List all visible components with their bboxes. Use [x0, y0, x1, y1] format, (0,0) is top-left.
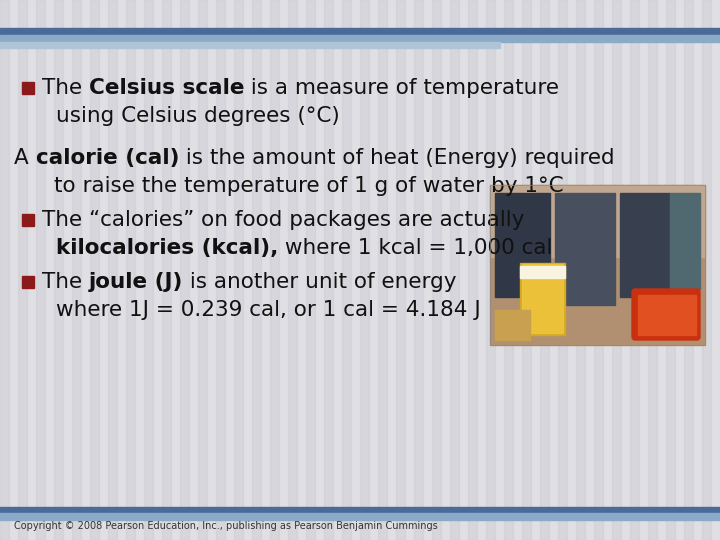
Bar — [36, 0, 45, 540]
Bar — [306, 0, 315, 540]
Bar — [495, 310, 530, 340]
Text: where 1 kcal = 1,000 cal: where 1 kcal = 1,000 cal — [279, 238, 553, 258]
Text: The: The — [42, 272, 89, 292]
Bar — [670, 193, 700, 289]
Bar — [594, 0, 603, 540]
Text: is a measure of temperature: is a measure of temperature — [245, 78, 559, 98]
Text: joule (J): joule (J) — [89, 272, 184, 292]
Text: using Celsius degrees (°C): using Celsius degrees (°C) — [56, 106, 340, 126]
Bar — [630, 0, 639, 540]
Bar — [22, 82, 34, 94]
Bar — [702, 0, 711, 540]
Text: The “calories” on food packages are actually: The “calories” on food packages are actu… — [42, 210, 524, 230]
Bar — [486, 0, 495, 540]
Bar — [144, 0, 153, 540]
Bar — [126, 0, 135, 540]
Bar — [22, 276, 34, 288]
Text: Celsius scale: Celsius scale — [89, 78, 245, 98]
Bar — [520, 266, 565, 278]
Bar — [22, 214, 34, 226]
Bar — [378, 0, 387, 540]
Bar — [0, 513, 720, 520]
Text: is another unit of energy: is another unit of energy — [184, 272, 457, 292]
Bar — [576, 0, 585, 540]
Bar — [180, 0, 189, 540]
Bar — [396, 0, 405, 540]
Bar — [638, 295, 696, 335]
Bar — [0, 0, 9, 540]
Bar — [684, 0, 693, 540]
Bar — [468, 0, 477, 540]
Bar — [558, 0, 567, 540]
Bar — [0, 35, 720, 42]
Bar — [216, 0, 225, 540]
Bar — [540, 0, 549, 540]
Bar — [522, 0, 531, 540]
Text: where 1J = 0.239 cal, or 1 cal = 4.184 J: where 1J = 0.239 cal, or 1 cal = 4.184 J — [56, 300, 481, 320]
Bar — [288, 0, 297, 540]
Bar — [555, 193, 615, 305]
Bar — [450, 0, 459, 540]
Bar — [666, 0, 675, 540]
Bar — [162, 0, 171, 540]
Bar — [252, 0, 261, 540]
Bar — [0, 28, 720, 35]
Bar — [612, 0, 621, 540]
Bar — [414, 0, 423, 540]
Text: A: A — [14, 148, 35, 168]
Text: kilocalories (kcal),: kilocalories (kcal), — [56, 238, 279, 258]
Text: is the amount of heat (Energy) required: is the amount of heat (Energy) required — [179, 148, 615, 168]
Bar — [490, 185, 705, 345]
Text: The: The — [42, 78, 89, 98]
Text: calorie (cal): calorie (cal) — [35, 148, 179, 168]
Bar — [54, 0, 63, 540]
Bar — [270, 0, 279, 540]
Bar — [360, 0, 369, 540]
Bar — [648, 0, 657, 540]
FancyBboxPatch shape — [632, 289, 700, 340]
Bar — [520, 263, 565, 335]
Bar — [504, 0, 513, 540]
Bar — [342, 0, 351, 540]
Bar — [432, 0, 441, 540]
Bar — [490, 185, 705, 257]
Bar — [234, 0, 243, 540]
Text: Copyright © 2008 Pearson Education, Inc., publishing as Pearson Benjamin Cumming: Copyright © 2008 Pearson Education, Inc.… — [14, 521, 438, 531]
Bar — [0, 507, 720, 513]
Bar — [620, 193, 670, 297]
Text: to raise the temperature of 1 g of water by 1°C: to raise the temperature of 1 g of water… — [54, 176, 564, 196]
Bar — [495, 193, 550, 297]
Bar — [490, 185, 705, 345]
Bar — [90, 0, 99, 540]
Bar — [522, 264, 563, 333]
Bar — [108, 0, 117, 540]
Bar — [198, 0, 207, 540]
Bar — [72, 0, 81, 540]
Bar — [0, 42, 500, 48]
Bar — [324, 0, 333, 540]
Bar — [18, 0, 27, 540]
